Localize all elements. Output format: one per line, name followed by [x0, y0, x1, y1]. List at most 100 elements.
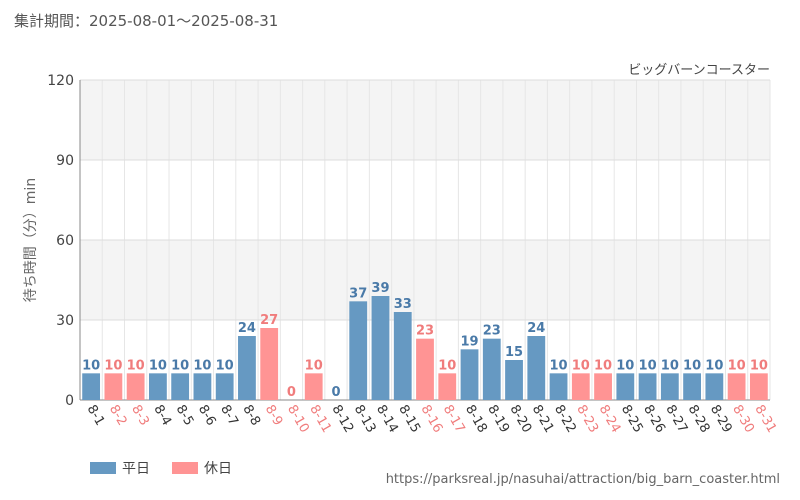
bar-value-label: 24: [527, 321, 545, 336]
bar: [215, 373, 234, 400]
bar: [549, 373, 568, 400]
x-tick-label: 8-5: [173, 403, 197, 429]
bar: [416, 338, 434, 400]
bar: [527, 336, 546, 400]
bar-value-label: 10: [438, 358, 456, 373]
bar-value-label: 10: [127, 358, 145, 373]
bar-value-label: 10: [82, 358, 100, 373]
bar: [104, 373, 123, 400]
x-tick-label: 8-25: [618, 403, 646, 436]
bar-value-label: 24: [238, 321, 256, 336]
x-tick-label: 8-7: [217, 403, 241, 429]
bar-value-label: 19: [460, 334, 478, 349]
plot-band: [80, 80, 770, 160]
y-tick-label: 0: [65, 393, 74, 409]
bar: [349, 301, 368, 400]
x-tick-label: 8-26: [640, 403, 668, 436]
bar-value-label: 10: [572, 358, 590, 373]
bar-value-label: 27: [260, 313, 278, 328]
x-tick-label: 8-9: [262, 403, 286, 429]
bar: [505, 360, 523, 400]
legend-label-weekday: 平日: [122, 461, 150, 477]
legend-item-holiday: 休日: [172, 458, 232, 478]
bar: [727, 373, 746, 400]
x-tick-label: 8-16: [418, 403, 446, 436]
bar-value-label: 10: [661, 358, 679, 373]
bar: [438, 373, 457, 400]
x-tick-label: 8-13: [351, 403, 379, 436]
bar: [638, 373, 657, 400]
bar-value-label: 37: [349, 286, 367, 301]
bar: [193, 373, 212, 400]
bar-value-label: 39: [371, 281, 389, 296]
x-tick-label: 8-1: [84, 403, 108, 429]
x-tick-label: 8-24: [596, 403, 624, 436]
bar-value-label: 10: [104, 358, 122, 373]
legend-item-weekday: 平日: [90, 458, 150, 478]
bar-value-label: 10: [683, 358, 701, 373]
x-tick-label: 8-22: [551, 403, 579, 436]
bar: [616, 373, 635, 400]
bar-value-label: 10: [305, 358, 323, 373]
x-tick-label: 8-31: [751, 403, 779, 436]
bar: [482, 338, 501, 400]
bar: [393, 312, 412, 400]
x-tick-label: 8-8: [239, 403, 263, 429]
y-tick-label: 120: [47, 73, 74, 89]
x-tick-label: 8-28: [685, 403, 713, 436]
x-tick-label: 8-23: [573, 403, 601, 436]
bar-value-label: 10: [594, 358, 612, 373]
source-url: https://parksreal.jp/nasuhai/attraction/…: [385, 472, 780, 487]
bar-value-label: 0: [287, 385, 296, 400]
bar: [126, 373, 145, 400]
bar-value-label: 23: [416, 324, 434, 339]
bar-value-label: 10: [193, 358, 211, 373]
x-tick-label: 8-27: [662, 403, 690, 436]
bar-value-label: 15: [505, 345, 523, 360]
y-tick-label: 90: [56, 153, 74, 169]
bar-value-label: 33: [394, 297, 412, 312]
bar: [82, 373, 101, 400]
bar: [683, 373, 701, 400]
bar-value-label: 10: [616, 358, 634, 373]
x-tick-label: 8-12: [329, 403, 357, 436]
x-tick-label: 8-30: [729, 403, 757, 436]
bar: [460, 349, 479, 400]
x-tick-label: 8-17: [440, 403, 468, 436]
x-tick-label: 8-2: [106, 403, 130, 429]
bar-value-label: 10: [750, 358, 768, 373]
plot-band: [80, 160, 770, 240]
y-tick-label: 60: [56, 233, 74, 249]
legend: 平日 休日: [90, 458, 232, 478]
x-tick-label: 8-18: [462, 403, 490, 436]
bar-value-label: 10: [149, 358, 167, 373]
bar: [260, 328, 279, 400]
legend-swatch-weekday: [90, 462, 116, 474]
x-tick-label: 8-19: [484, 403, 512, 436]
x-tick-label: 8-11: [306, 403, 334, 436]
bar-value-label: 10: [550, 358, 568, 373]
y-axis-label: 待ち時間（分）min: [23, 178, 39, 302]
x-tick-label: 8-14: [373, 403, 401, 436]
x-tick-label: 8-29: [707, 403, 735, 436]
bar-value-label: 0: [331, 385, 340, 400]
period-label: 集計期間：2025-08-01～2025-08-31: [14, 12, 279, 30]
bar: [171, 373, 190, 400]
plot-band: [80, 240, 770, 320]
x-tick-label: 8-3: [128, 403, 152, 429]
x-tick-label: 8-15: [395, 403, 423, 436]
bar: [304, 373, 323, 400]
bar: [705, 373, 724, 400]
bar-value-label: 23: [483, 324, 501, 339]
bar: [371, 296, 390, 400]
bar-value-label: 10: [728, 358, 746, 373]
legend-label-holiday: 休日: [204, 461, 232, 477]
legend-swatch-holiday: [172, 462, 198, 474]
x-tick-label: 8-10: [284, 403, 312, 436]
bar-value-label: 10: [171, 358, 189, 373]
bar: [660, 373, 679, 400]
x-tick-label: 8-4: [150, 403, 174, 429]
bar: [749, 373, 768, 400]
bar-value-label: 10: [216, 358, 234, 373]
